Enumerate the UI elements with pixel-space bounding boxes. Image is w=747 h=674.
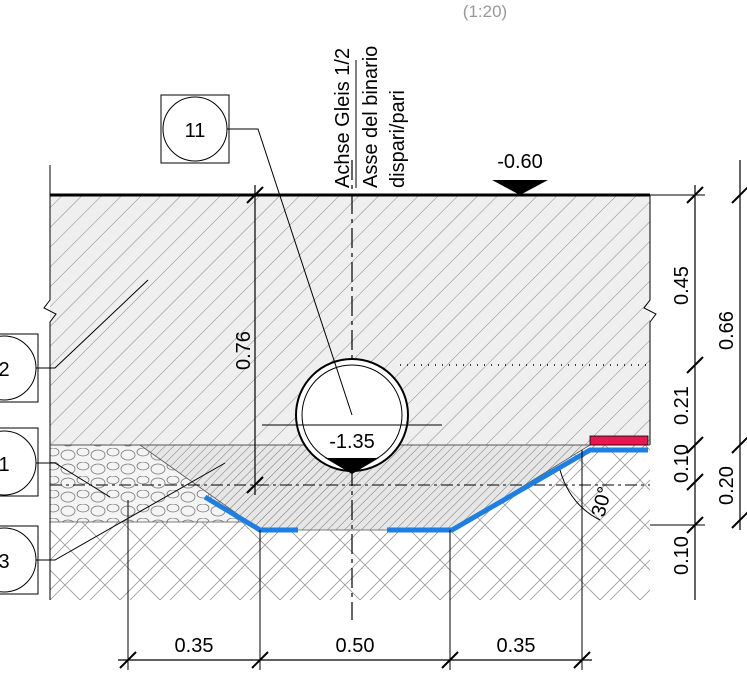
dimension-label: 0.20 — [716, 466, 738, 505]
dimension-ticks — [686, 186, 704, 534]
scale: (1:20) — [463, 2, 507, 21]
dimension-label: 0.50 — [336, 635, 375, 657]
dimension-label: 0.10 — [671, 536, 693, 575]
dimension-label: 0.21 — [671, 386, 693, 425]
leader — [36, 462, 226, 561]
extension-lines — [127, 450, 583, 670]
angle-arc — [559, 469, 601, 521]
axis-label: Asse del binario — [360, 46, 382, 188]
level-label: -1.35 — [329, 431, 375, 453]
axis-label: dispari/pari — [387, 90, 409, 188]
callout: 1 — [0, 454, 10, 476]
callout: 3 — [0, 551, 10, 573]
dimension-label: 0.10 — [671, 444, 693, 483]
break-line — [643, 195, 657, 445]
callout: 11 — [185, 120, 206, 142]
leader — [36, 279, 149, 369]
seal — [589, 435, 649, 446]
membrane — [387, 447, 648, 533]
callout: 2 — [0, 359, 10, 381]
dimension-label: 0.35 — [497, 635, 536, 657]
leader — [36, 462, 111, 498]
dimension-label: 0.45 — [671, 266, 693, 305]
dimension-tick — [246, 186, 264, 204]
callout-box — [0, 427, 39, 497]
dimension-ticks — [731, 186, 747, 529]
level-label: -0.60 — [497, 151, 543, 173]
dimension-ticks — [119, 651, 591, 669]
dimension-label: 0.35 — [175, 635, 214, 657]
axis-label: Achse Gleis 1/2 — [332, 48, 354, 188]
leader — [227, 128, 353, 416]
dimension-tick — [246, 476, 264, 494]
dimension-label: 0.76 — [233, 331, 255, 370]
level-marker — [492, 180, 548, 195]
dimension-label: 0.66 — [716, 311, 738, 350]
level-marker — [325, 458, 379, 474]
